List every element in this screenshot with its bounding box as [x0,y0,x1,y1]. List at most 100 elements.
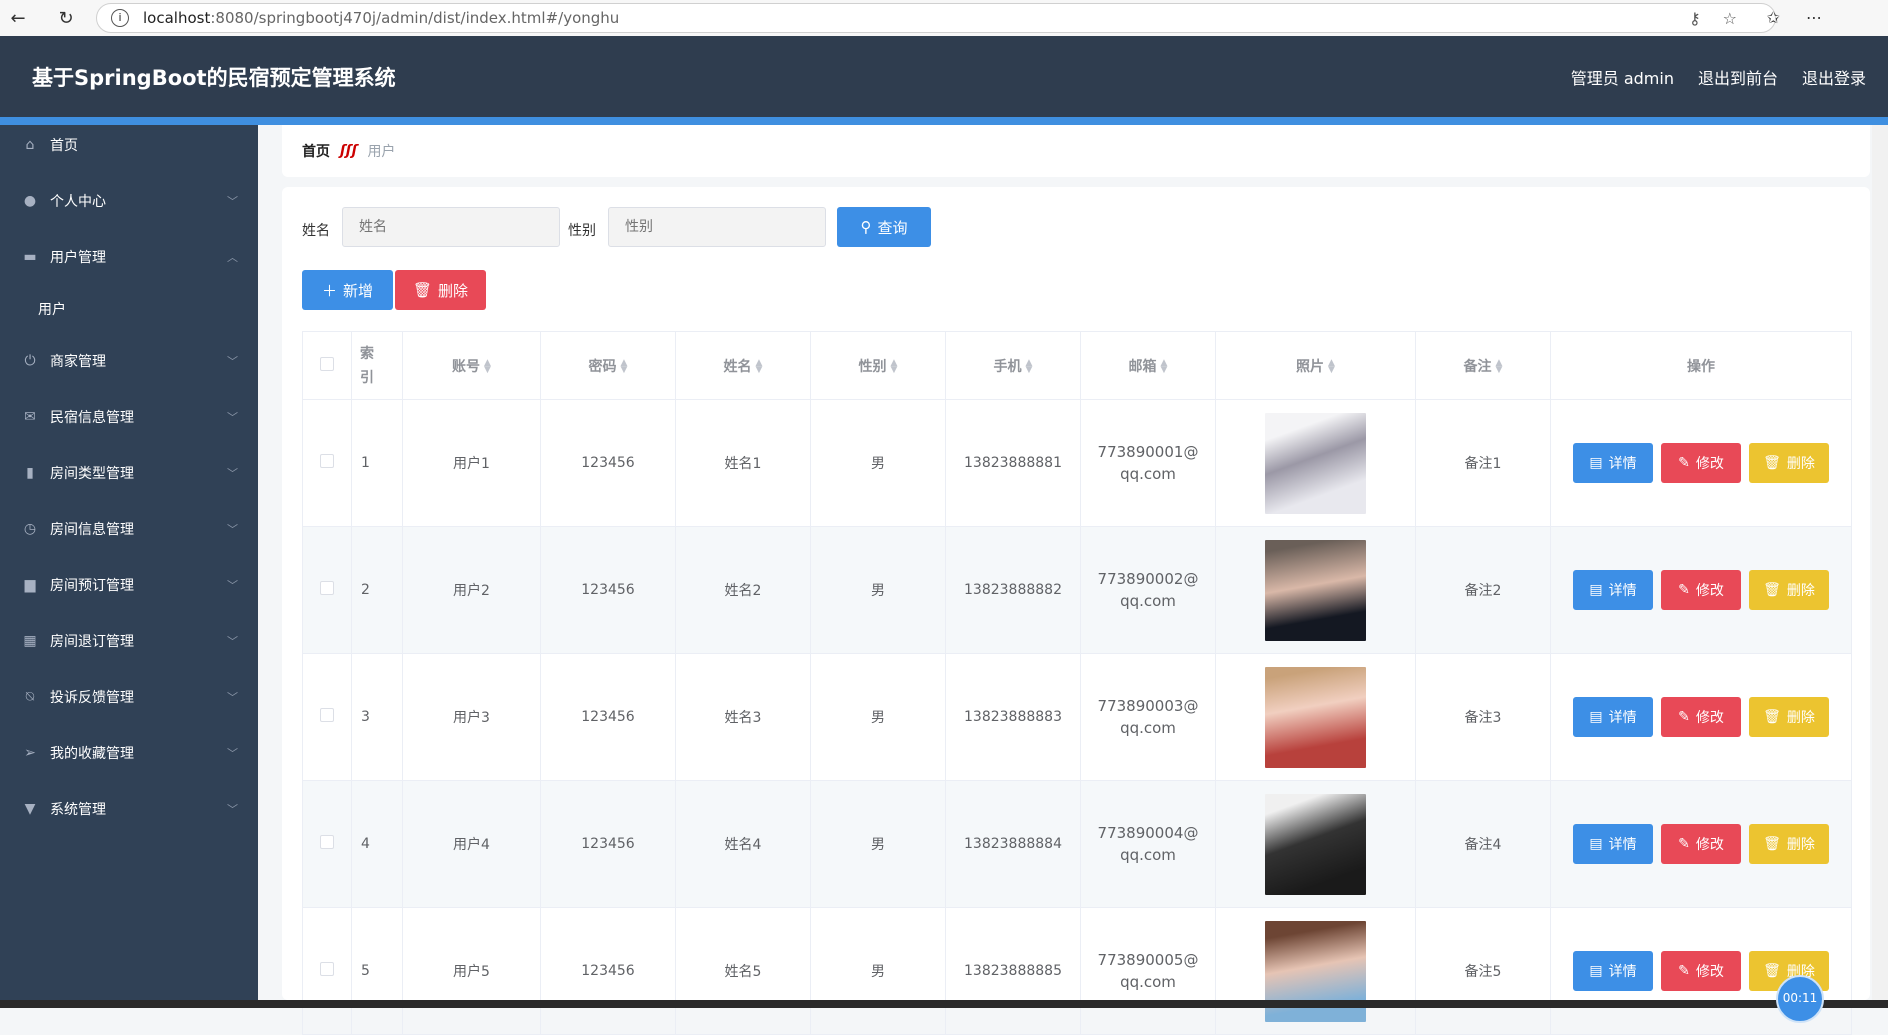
sort-icon[interactable]: ▲ ▼ [620,357,628,375]
trash-icon: 🗑 [1763,709,1781,725]
column-header[interactable]: 密码 ▲ ▼ [540,331,676,400]
select-cell [302,653,352,781]
edit-button[interactable]: ✎ 修改 [1661,570,1741,610]
delete-button[interactable]: 🗑 删除 [1749,443,1829,483]
batch-delete-button[interactable]: 🗑 删除 [395,270,486,310]
index: 4 [361,836,370,852]
row-checkbox[interactable] [320,581,334,595]
column-header[interactable]: 账号 ▲ ▼ [402,331,541,400]
account-cell: 用户3 [402,653,541,781]
document-icon: ▤ [1589,455,1603,471]
sort-icon[interactable]: ▲ ▼ [890,357,898,375]
search-icon: ⚲ [860,218,872,236]
row-checkbox[interactable] [320,962,334,976]
sidebar-item-label: 房间退订管理 [50,634,134,650]
edit-button[interactable]: ✎ 修改 [1661,824,1741,864]
row-checkbox[interactable] [320,454,334,468]
chevron-down-icon[interactable]: ﹀ [227,579,238,592]
plus-icon: ＋ [321,281,337,300]
index-cell: 4 [351,780,403,908]
favorites-more-icons[interactable]: ✩⋯ [1766,8,1848,27]
user-photo[interactable] [1265,412,1366,514]
index-cell: 1 [351,399,403,527]
column-label: 邮箱 [1128,358,1157,375]
email-cell: 773890005@qq.com [1080,907,1216,1035]
setting-icon: ▼ [24,801,36,817]
photo-cell [1215,399,1416,527]
chevron-down-icon[interactable]: ﹀ [227,195,238,208]
column-header[interactable]: 姓名 ▲ ▼ [675,331,811,400]
chevron-down-icon[interactable]: ﹀ [227,411,238,424]
sidebar-item-10[interactable]: ⍉ 投诉反馈管理 ﹀ [0,669,258,725]
sort-icon[interactable]: ▲ ▼ [1495,357,1503,375]
chevron-down-icon[interactable]: ﹀ [227,803,238,816]
select-all-checkbox[interactable] [320,356,334,371]
user-photo[interactable] [1265,793,1366,895]
user-photo[interactable] [1265,539,1366,641]
sidebar-item-12[interactable]: ▼ 系统管理 ﹀ [0,781,258,837]
sidebar-item-label: 用户 [38,302,66,318]
sidebar-item-11[interactable]: ➢ 我的收藏管理 ﹀ [0,725,258,781]
column-header[interactable]: 照片 ▲ ▼ [1215,331,1416,400]
sort-icon[interactable]: ▲ ▼ [1160,357,1168,375]
column-header[interactable]: 邮箱 ▲ ▼ [1080,331,1216,400]
breadcrumb-home[interactable]: 首页 [302,144,330,160]
sort-icon[interactable]: ▲ ▼ [484,357,491,375]
info-icon[interactable]: i [111,9,129,27]
detail-button[interactable]: ▤ 详情 [1573,443,1653,483]
sidebar-item-4[interactable]: ⏻ 商家管理 ﹀ [0,333,258,389]
chevron-down-icon[interactable]: ﹀ [227,467,238,480]
table-row: 1 用户1 123456 姓名1 男 13823888881 773890001@qq.… [302,399,1852,527]
chevron-down-icon[interactable]: ﹀ [227,523,238,536]
sort-icon[interactable]: ▲ ▼ [1025,357,1033,375]
edit-button[interactable]: ✎ 修改 [1661,951,1741,991]
column-header: 操作 [1550,331,1852,400]
edit-button[interactable]: ✎ 修改 [1661,443,1741,483]
name-cell: 姓名1 [675,399,811,527]
document-icon: ▤ [1589,582,1603,598]
sidebar-item-0[interactable]: ⌂ 首页 [0,117,258,173]
document-icon: ▤ [1589,836,1603,852]
front-link[interactable]: 退出到前台 [1697,68,1778,88]
delete-button[interactable]: 🗑 删除 [1749,824,1829,864]
sort-icon[interactable]: ▲ ▼ [755,357,763,375]
page-scrollbar[interactable] [1872,125,1888,1000]
logout-link[interactable]: 退出登录 [1801,68,1866,88]
back-icon[interactable]: ← [10,7,26,29]
key-star-icons[interactable]: ⚷☆ [1688,8,1759,28]
chevron-down-icon[interactable]: ﹀ [227,747,238,760]
column-header[interactable]: 备注 ▲ ▼ [1415,331,1551,400]
sidebar-item-9[interactable]: ▦ 房间退订管理 ﹀ [0,613,258,669]
sidebar-item-8[interactable]: ▆ 房间预订管理 ﹀ [0,557,258,613]
sidebar-item-6[interactable]: ▮ 房间类型管理 ﹀ [0,445,258,501]
delete-button[interactable]: 🗑 删除 [1749,570,1829,610]
detail-button[interactable]: ▤ 详情 [1573,951,1653,991]
edit-button[interactable]: ✎ 修改 [1661,697,1741,737]
delete-button[interactable]: 🗑 删除 [1749,697,1829,737]
chevron-down-icon[interactable]: ﹀ [227,691,238,704]
row-checkbox[interactable] [320,708,334,722]
row-checkbox[interactable] [320,835,334,849]
sidebar-item-7[interactable]: ◷ 房间信息管理 ﹀ [0,501,258,557]
chevron-down-icon[interactable]: ﹀ [227,635,238,648]
column-header[interactable]: 性别 ▲ ▼ [810,331,946,400]
add-button[interactable]: ＋ 新增 [302,270,393,310]
detail-button[interactable]: ▤ 详情 [1573,697,1653,737]
sidebar-item-2[interactable]: ▬ 用户管理 ︿ [0,229,258,285]
query-button[interactable]: ⚲ 查询 [837,207,931,247]
detail-button[interactable]: ▤ 详情 [1573,824,1653,864]
name-input[interactable] [342,207,560,247]
user-photo[interactable] [1265,666,1366,768]
sidebar-item-3[interactable]: 用户 [0,285,258,333]
edit-label: 修改 [1695,583,1724,599]
chevron-up-icon[interactable]: ︿ [227,251,238,264]
reload-icon[interactable]: ↻ [58,7,74,29]
gender-input[interactable] [608,207,826,247]
sidebar-item-5[interactable]: ✉ 民宿信息管理 ﹀ [0,389,258,445]
address-bar[interactable]: i localhost:8080/springbootj470j/admin/d… [96,3,1776,33]
sidebar-item-1[interactable]: ● 个人中心 ﹀ [0,173,258,229]
chevron-down-icon[interactable]: ﹀ [227,355,238,368]
sort-icon[interactable]: ▲ ▼ [1328,357,1335,375]
column-header[interactable]: 手机 ▲ ▼ [945,331,1081,400]
detail-button[interactable]: ▤ 详情 [1573,570,1653,610]
